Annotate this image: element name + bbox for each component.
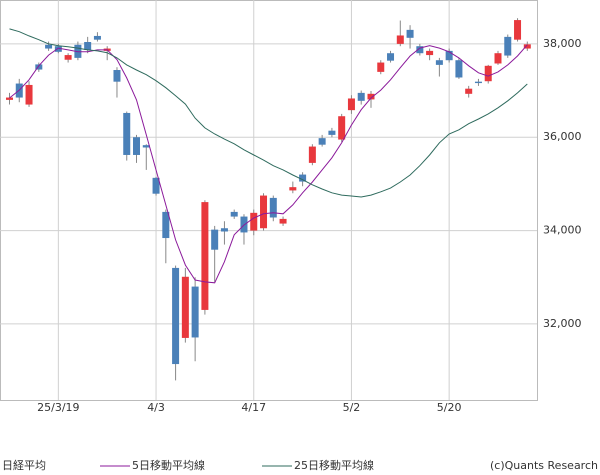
candle-body xyxy=(484,65,492,82)
x-tick-label: 25/3/19 xyxy=(37,401,79,414)
candle-body xyxy=(123,112,131,155)
candle-body xyxy=(54,46,62,52)
candle-body xyxy=(289,187,297,191)
candle-body xyxy=(377,62,385,72)
candle-body xyxy=(260,195,268,229)
candle-body xyxy=(152,177,160,194)
candle-body xyxy=(338,116,346,140)
candle-body xyxy=(494,53,502,64)
candle-body xyxy=(133,137,141,155)
y-tick-label: 38,000 xyxy=(543,37,582,50)
legend-label: 5日移動平均線 xyxy=(132,458,205,472)
credit: (c)Quants Research xyxy=(490,459,598,472)
candle-body xyxy=(25,84,33,105)
x-tick-label: 5/2 xyxy=(343,401,361,414)
candle-body xyxy=(211,229,219,250)
candle-body xyxy=(445,50,453,61)
candle-body xyxy=(514,20,522,40)
candle-body xyxy=(406,29,414,38)
candle-body xyxy=(45,44,53,49)
candle-body xyxy=(250,212,258,231)
x-tick-label: 5/20 xyxy=(437,401,462,414)
candle-body xyxy=(181,276,189,338)
candle-body xyxy=(84,42,92,50)
y-tick-label: 32,000 xyxy=(543,317,582,330)
candle-body xyxy=(396,35,404,44)
x-tick-label: 4/17 xyxy=(241,401,266,414)
moving-average-line xyxy=(9,28,528,198)
candle-body xyxy=(435,60,443,65)
candle-body xyxy=(523,44,531,49)
candle-body xyxy=(426,50,434,56)
candle-body xyxy=(6,97,13,100)
candle-body xyxy=(504,36,512,56)
candle-body xyxy=(318,138,326,145)
candle-body xyxy=(308,146,316,163)
candle-body xyxy=(191,286,199,338)
candle-body xyxy=(279,218,287,224)
y-tick-label: 34,000 xyxy=(543,224,582,237)
candle-body xyxy=(455,60,463,78)
moving-average-line xyxy=(9,44,528,284)
candle-body xyxy=(367,93,375,100)
candle-body xyxy=(387,53,395,61)
candle-body xyxy=(230,211,238,217)
candle-body xyxy=(465,88,473,94)
candle-body xyxy=(142,145,150,148)
candle-body xyxy=(162,211,170,239)
plot-frame xyxy=(0,0,538,401)
candle-body xyxy=(328,130,336,135)
legend-label: 25日移動平均線 xyxy=(294,458,374,472)
candle-body xyxy=(35,64,43,70)
y-tick-label: 36,000 xyxy=(543,130,582,143)
candle-body xyxy=(64,55,72,60)
candle-body xyxy=(347,98,355,111)
candle-body xyxy=(474,81,482,84)
legend-label: 日経平均 xyxy=(2,459,46,472)
candle-body xyxy=(220,228,228,232)
candle-body xyxy=(201,202,209,310)
candle-body xyxy=(93,35,101,40)
candle-body xyxy=(269,197,277,218)
candle-body xyxy=(299,174,307,182)
candle-body xyxy=(357,92,365,101)
candle-body xyxy=(416,46,424,54)
x-tick-label: 4/3 xyxy=(147,401,165,414)
candle-body xyxy=(172,267,180,365)
candle-body xyxy=(113,70,121,82)
